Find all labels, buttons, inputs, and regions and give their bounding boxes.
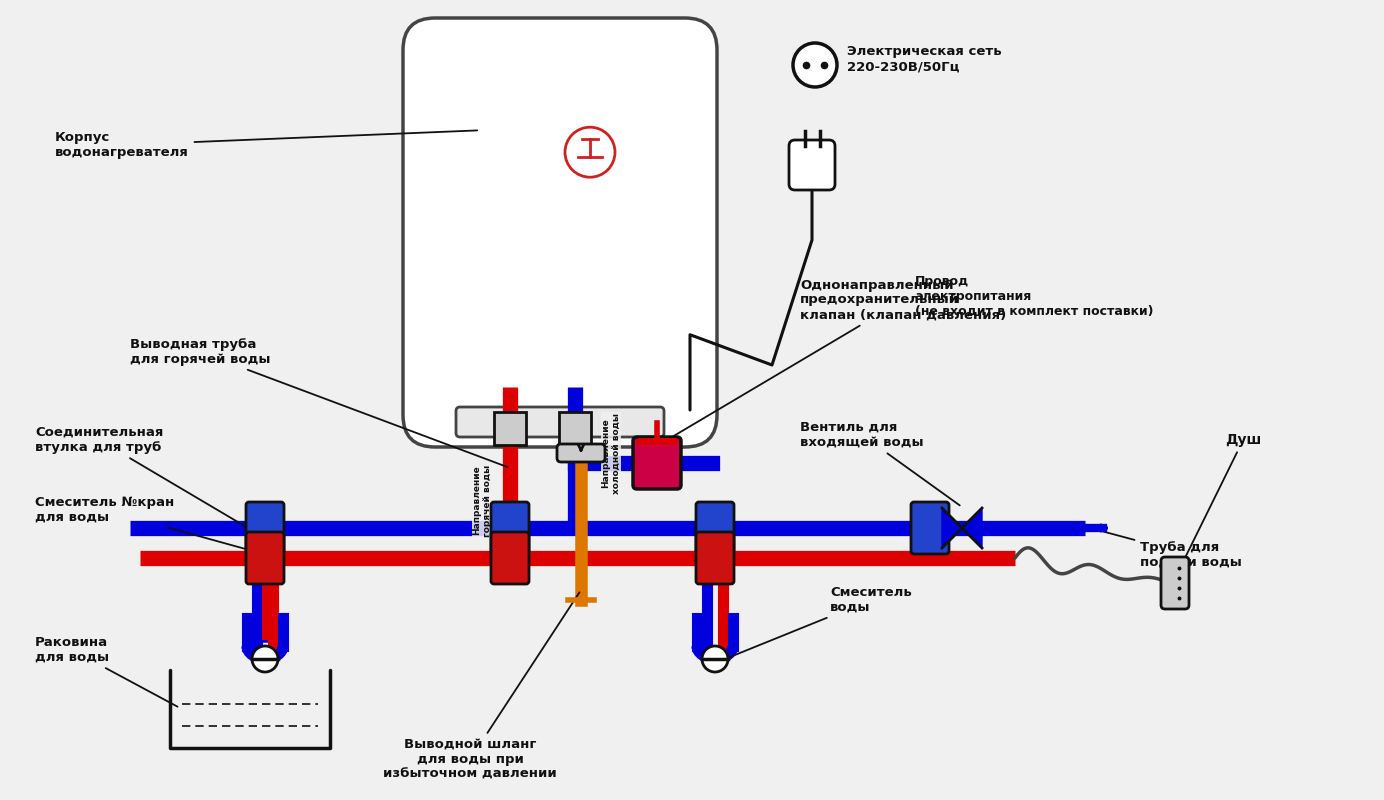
- Text: Соединительная
втулка для труб: Соединительная втулка для труб: [35, 426, 245, 526]
- FancyBboxPatch shape: [246, 502, 284, 554]
- FancyBboxPatch shape: [911, 502, 949, 554]
- Circle shape: [565, 127, 614, 178]
- Circle shape: [793, 43, 837, 87]
- Text: Смеситель
воды: Смеситель воды: [728, 586, 912, 658]
- Circle shape: [252, 646, 278, 672]
- Text: Труба для
подачи воды: Труба для подачи воды: [1093, 529, 1241, 569]
- FancyBboxPatch shape: [559, 412, 591, 445]
- Polygon shape: [962, 508, 983, 548]
- Text: Провод
электропитания
(не входит в комплект поставки): Провод электропитания (не входит в компл…: [915, 275, 1153, 318]
- Text: Выводной шланг
для воды при
избыточном давлении: Выводной шланг для воды при избыточном д…: [383, 592, 580, 781]
- Text: Корпус
водонагревателя: Корпус водонагревателя: [55, 130, 477, 159]
- Text: Электрическая сеть
220-230В/50Гц: Электрическая сеть 220-230В/50Гц: [847, 45, 1002, 73]
- FancyBboxPatch shape: [455, 407, 664, 437]
- FancyBboxPatch shape: [403, 18, 717, 447]
- Text: Выводная труба
для горячей воды: Выводная труба для горячей воды: [130, 338, 508, 467]
- FancyBboxPatch shape: [556, 444, 605, 462]
- Text: Направление
горячей воды: Направление горячей воды: [472, 464, 491, 537]
- FancyBboxPatch shape: [632, 437, 681, 489]
- Text: Однонаправленный
предохранительный
клапан (клапан давления): Однонаправленный предохранительный клапа…: [648, 278, 1006, 451]
- Circle shape: [702, 646, 728, 672]
- FancyBboxPatch shape: [696, 502, 734, 554]
- Text: Направление
холодной воды: Направление холодной воды: [601, 413, 620, 494]
- Text: Раковина
для воды: Раковина для воды: [35, 636, 177, 706]
- Text: Душ: Душ: [1181, 433, 1261, 566]
- FancyBboxPatch shape: [494, 412, 526, 445]
- Text: Смеситель №кран
для воды: Смеситель №кран для воды: [35, 496, 257, 552]
- FancyBboxPatch shape: [1161, 557, 1189, 609]
- FancyBboxPatch shape: [491, 502, 529, 554]
- Polygon shape: [943, 508, 962, 548]
- FancyBboxPatch shape: [696, 532, 734, 584]
- FancyBboxPatch shape: [491, 532, 529, 584]
- Text: Вентиль для
входящей воды: Вентиль для входящей воды: [800, 421, 959, 506]
- FancyBboxPatch shape: [789, 140, 835, 190]
- FancyBboxPatch shape: [246, 532, 284, 584]
